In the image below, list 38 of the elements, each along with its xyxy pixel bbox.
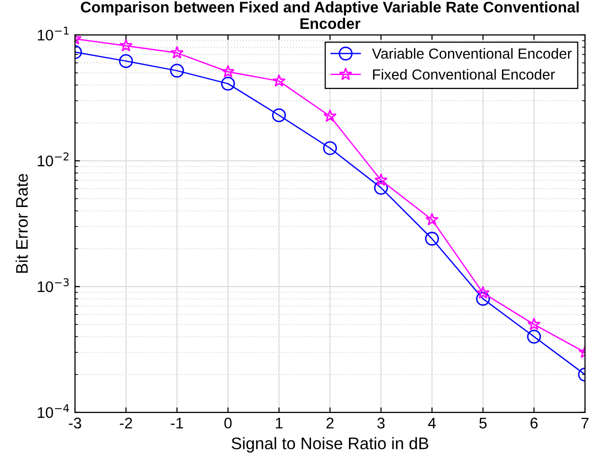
point	[425, 232, 439, 246]
x-tick-label: 7	[582, 418, 588, 428]
point	[323, 141, 337, 156]
x-tick-label: -3	[68, 418, 82, 428]
x-tick-label: 4	[428, 418, 436, 428]
point	[527, 318, 541, 330]
y-tick-label: 10$^{−4}$	[38, 404, 69, 418]
point	[272, 74, 286, 87]
point	[476, 292, 490, 306]
point	[527, 330, 541, 344]
y-tick-label: 10$^{−2}$	[38, 152, 69, 166]
x-tick-label: 3	[377, 418, 385, 428]
point	[119, 54, 133, 68]
point	[374, 173, 388, 186]
x-tick-label: 0	[224, 418, 232, 428]
y-tick-label: 10$^{−3}$	[38, 278, 69, 292]
point	[425, 212, 439, 226]
point	[323, 109, 337, 122]
x-tick-label: -2	[120, 418, 132, 428]
x-tick-label: 6	[530, 418, 538, 428]
x-tick-label: 2	[326, 418, 334, 428]
x-axis-title: Signal to Noise Ratio in dB	[232, 437, 428, 453]
point	[272, 108, 286, 122]
point	[119, 38, 133, 52]
y-axis-title: Bit Error Rate	[16, 174, 28, 273]
point	[374, 180, 388, 195]
x-tick-label: 5	[479, 418, 487, 428]
y-tick-label: 10$^{−1}$	[38, 26, 69, 41]
point	[170, 46, 184, 59]
legend-label: Fixed Conventional Encoder	[373, 68, 555, 80]
chart-title: Comparison between Fixed and Adaptive Variable Rate Conventional Encoder	[80, 1, 579, 29]
point	[221, 76, 235, 91]
point	[476, 286, 490, 299]
point	[221, 64, 235, 78]
x-tick-label: -1	[170, 418, 184, 428]
point	[170, 64, 184, 78]
legend-label: Variable Conventional Encoder	[372, 48, 572, 59]
x-tick-label: 1	[276, 418, 283, 428]
